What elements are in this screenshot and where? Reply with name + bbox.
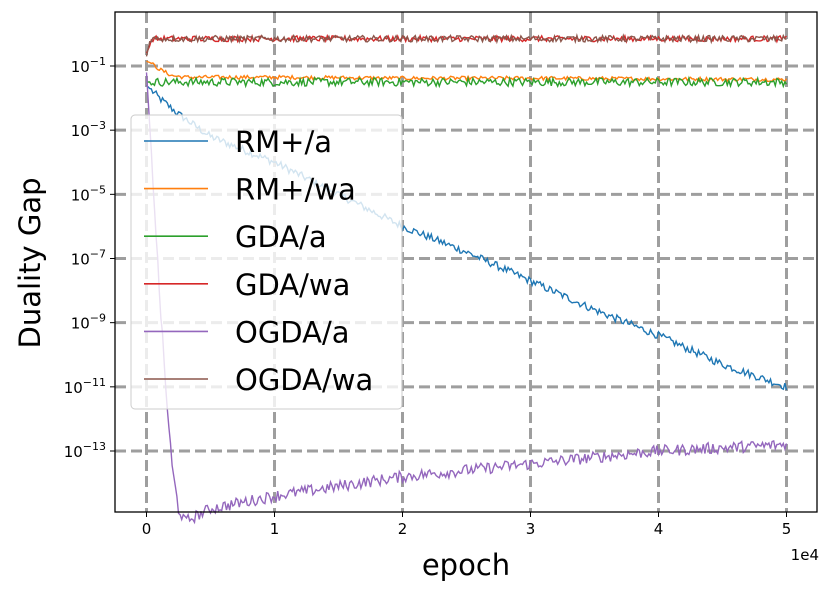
y-tick-label: 10−5 — [71, 183, 106, 204]
ticks-layer: 0 1 2 3 4 5 10−1 10−3 10−5 10−7 10−9 10−11 10−13 — [64, 55, 792, 538]
x-tick-label: 4 — [654, 520, 664, 538]
legend-label: GDA/wa — [235, 268, 350, 302]
x-tick-label: 2 — [398, 520, 408, 538]
x-tick-label: 0 — [142, 520, 152, 538]
legend-label: OGDA/wa — [235, 363, 373, 397]
legend: RM+/a RM+/wa GDA/a GDA/wa OGDA/a OGDA/wa — [130, 114, 403, 410]
plot-frame — [114, 11, 818, 513]
y-tick-label: 10−3 — [71, 119, 106, 140]
x-tick-label: 1 — [270, 520, 280, 538]
legend-label: OGDA/a — [235, 315, 350, 349]
y-tick-label: 10−7 — [71, 248, 106, 269]
y-axis-label: Duality Gap — [13, 178, 47, 349]
x-tick-label: 5 — [782, 520, 792, 538]
series-layer — [145, 32, 788, 525]
x-tick-label: 3 — [526, 520, 536, 538]
legend-label: GDA/a — [235, 220, 327, 254]
y-tick-label: 10−1 — [71, 55, 106, 76]
y-tick-label: 10−11 — [64, 376, 106, 397]
series-line-ogda-a — [145, 72, 788, 525]
y-tick-label: 10−13 — [64, 440, 106, 461]
series-line-gda-a — [146, 75, 788, 89]
y-tick-label: 10−9 — [71, 312, 106, 333]
x-offset-label: 1e4 — [791, 546, 819, 564]
series-line-rm-wa — [146, 60, 788, 83]
legend-label: RM+/wa — [235, 173, 356, 207]
legend-label: RM+/a — [235, 125, 332, 159]
x-axis-label: epoch — [422, 548, 510, 582]
series-line-ogda-wa — [145, 32, 787, 57]
